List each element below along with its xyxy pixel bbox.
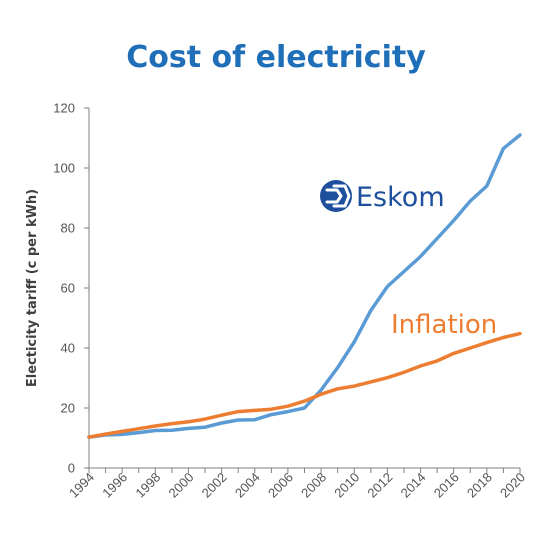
x-tick-label: 2018 — [464, 470, 495, 501]
eskom-label: Eskom — [356, 182, 445, 213]
y-tick-label: 100 — [53, 161, 75, 176]
x-tick-label: 2004 — [232, 470, 263, 501]
series-lines — [87, 133, 522, 439]
eskom-logo-glyph — [325, 184, 351, 208]
x-tick-label: 2002 — [199, 470, 230, 501]
y-tick-label: 80 — [61, 221, 75, 236]
x-tick-label: 2006 — [265, 470, 296, 501]
series-line-eskom — [87, 133, 522, 439]
series-line-inflation — [87, 331, 522, 439]
chart-title: Cost of electricity — [126, 40, 426, 75]
y-tick-label: 40 — [61, 341, 75, 356]
x-tick-label: 2008 — [298, 470, 329, 501]
y-tick-label: 120 — [53, 101, 75, 116]
x-tick-label: 2016 — [431, 470, 462, 501]
y-tick-labels: 0 20 40 60 80 100 120 — [53, 101, 75, 476]
y-tick-label: 60 — [61, 281, 75, 296]
y-tick-label: 0 — [68, 461, 75, 476]
chart-axes — [84, 107, 521, 473]
eskom-logo-icon — [320, 180, 352, 212]
x-tick-label: 2000 — [166, 470, 197, 501]
x-tick-label: 2014 — [398, 470, 429, 501]
x-tick-label: 1998 — [132, 470, 163, 501]
x-tick-label: 2012 — [364, 470, 395, 501]
x-tick-labels: 1994 1996 1998 2000 2002 2004 2006 2008 2010 2012… — [66, 470, 528, 501]
inflation-label: Inflation — [391, 310, 497, 340]
x-tick-label: 2010 — [331, 470, 362, 501]
y-tick-label: 20 — [61, 401, 75, 416]
eskom-logo: Eskom — [320, 180, 445, 213]
x-tick-label: 2020 — [497, 470, 528, 501]
x-tick-label: 1996 — [99, 470, 130, 501]
y-axis-label: Electicity tariff (c per kWh) — [25, 189, 40, 387]
